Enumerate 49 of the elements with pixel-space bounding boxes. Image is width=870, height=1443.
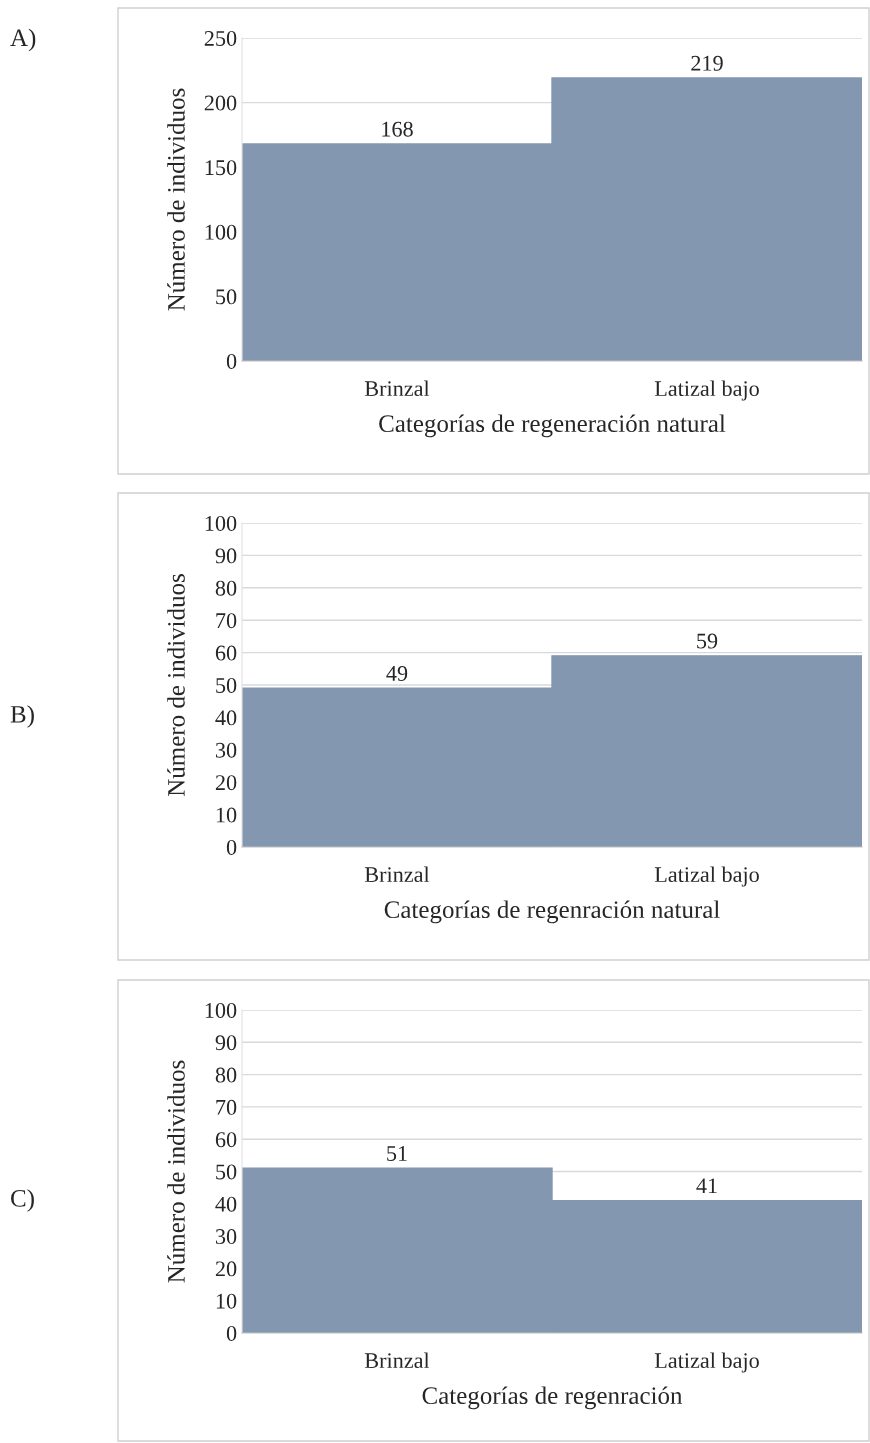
y-tick-label: 10 (216, 807, 237, 823)
y-tick-label: 100 (205, 1002, 237, 1018)
y-tick-label: 20 (215, 775, 237, 791)
x-axis-title: Categorías de regenración (422, 1386, 683, 1410)
y-tick-label: 80 (215, 1067, 237, 1083)
data-label: 49 (386, 666, 408, 681)
text: B) (10, 705, 34, 728)
y-tick-label: 0 (226, 353, 237, 369)
y-tick-label: 60 (215, 1132, 237, 1148)
x-tick-label: Latizal bajo (654, 380, 759, 401)
x-axis-title: Categorías de regenración natural (384, 900, 720, 924)
data-label: 168 (382, 121, 413, 137)
data-label: 59 (697, 633, 718, 649)
y-tick-label: 90 (215, 1035, 237, 1051)
y-tick-label: 90 (215, 548, 237, 564)
y-tick-label: 70 (216, 1099, 237, 1115)
x-tick-label: Latizal bajo (654, 866, 759, 887)
y-tick-label: 200 (204, 95, 237, 111)
y-tick-label: 30 (215, 742, 237, 758)
y-tick-label: 70 (216, 613, 237, 629)
data-label: 219 (691, 55, 723, 71)
x-tick-label: Brinzal (364, 866, 430, 883)
y-tick-label: 40 (215, 1196, 237, 1212)
y-tick-label: 40 (215, 710, 237, 726)
data-label: 41 (696, 1178, 717, 1194)
x-tick-label: Latizal bajo (654, 1352, 759, 1373)
y-axis-title: Número de individuos (167, 1060, 185, 1283)
y-tick-label: 50 (216, 677, 237, 693)
y-tick-label: 0 (226, 839, 237, 855)
x-tick-label: Brinzal (364, 380, 430, 397)
y-axis-title: Número de individuos (167, 88, 185, 311)
y-tick-label: 250 (204, 30, 237, 46)
data-label: 51 (387, 1146, 407, 1161)
y-tick-label: 60 (215, 645, 237, 661)
text: A) (10, 28, 36, 52)
x-tick-label: Brinzal (364, 1352, 430, 1369)
y-tick-label: 50 (216, 289, 237, 305)
y-tick-label: 80 (215, 580, 237, 596)
y-tick-label: 100 (205, 515, 237, 531)
y-tick-label: 30 (215, 1229, 237, 1245)
y-tick-label: 50 (216, 1164, 237, 1180)
y-tick-label: 10 (216, 1293, 237, 1309)
y-tick-label: 0 (226, 1325, 237, 1341)
x-axis-title: Categorías de regeneración natural (379, 414, 726, 438)
text: C) (11, 1189, 34, 1212)
y-axis-title: Número de individuos (167, 574, 185, 797)
y-tick-label: 20 (215, 1261, 237, 1277)
y-tick-label: 150 (205, 160, 237, 176)
y-tick-label: 100 (205, 224, 237, 240)
